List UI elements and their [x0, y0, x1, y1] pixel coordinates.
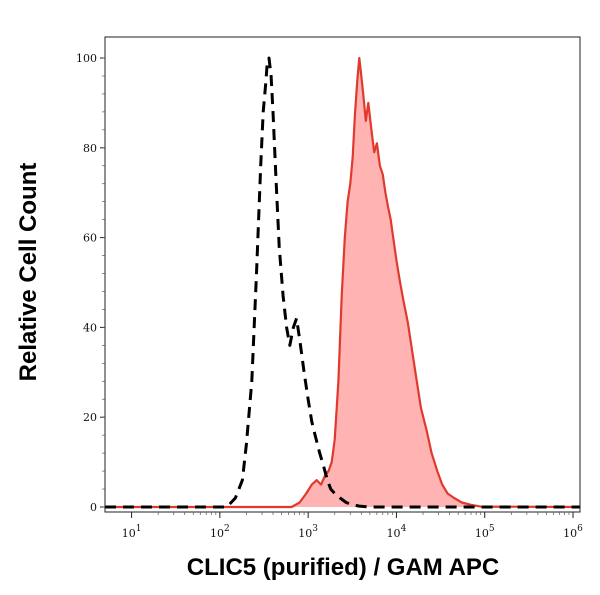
x-axis: 101 102 103 104 105 106	[122, 512, 583, 540]
y-tick-label: 40	[83, 321, 97, 334]
y-axis: 0 20 40 60 80 100	[76, 52, 105, 514]
control-histogram-line	[105, 56, 580, 509]
y-tick-label: 100	[76, 52, 97, 65]
x-tick-label: 101	[122, 524, 142, 540]
x-tick-label: 104	[387, 524, 407, 540]
sample-histogram-line	[105, 56, 581, 509]
x-tick-label: 106	[563, 524, 583, 540]
y-tick-label: 60	[83, 232, 97, 245]
y-tick-label: 80	[83, 142, 97, 155]
y-tick-label: 0	[90, 501, 97, 514]
plot-frame	[104, 36, 581, 513]
y-tick-label: 20	[83, 411, 97, 424]
x-axis-title: CLIC5 (purified) / GAM APC	[187, 554, 499, 581]
x-tick-label: 105	[475, 524, 495, 540]
y-axis-title: Relative Cell Count	[15, 163, 42, 382]
plot-area	[105, 56, 581, 509]
x-tick-label: 103	[298, 524, 318, 540]
x-tick-label: 102	[210, 524, 230, 540]
